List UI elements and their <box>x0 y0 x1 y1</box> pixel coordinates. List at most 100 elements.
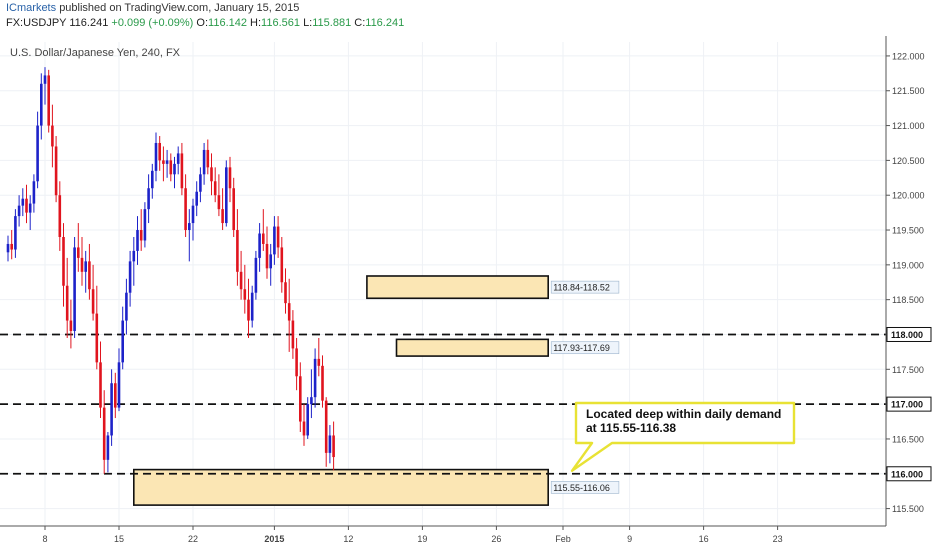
candlesticks <box>6 67 335 474</box>
candle-body <box>217 195 221 210</box>
last-price: 116.241 <box>69 17 109 29</box>
change-value: +0.099 (+0.09%) <box>111 17 194 29</box>
candle-body <box>58 195 62 237</box>
zone-label-box <box>550 280 620 294</box>
time-tick-label: 8 <box>42 534 47 544</box>
low-value: 115.881 <box>312 17 352 29</box>
price-tick-label: 121.000 <box>892 121 925 131</box>
candle-body <box>202 149 206 175</box>
candle-body <box>265 243 269 269</box>
candle-body <box>158 142 161 161</box>
chart-header: ICmarkets published on TradingView.com, … <box>0 0 932 34</box>
candle-body <box>110 383 113 436</box>
zone-box <box>395 338 549 357</box>
candle-body <box>287 303 291 321</box>
candle-body <box>280 247 284 283</box>
time-tick-label: Feb <box>555 534 571 544</box>
candle-body <box>51 125 54 147</box>
candle-body <box>77 247 80 258</box>
candle-body <box>199 174 202 192</box>
candle-body <box>69 320 73 332</box>
publisher-link[interactable]: ICmarkets <box>6 2 57 14</box>
candle-body <box>80 257 84 272</box>
zone-label: 115.55-116.06 <box>553 483 610 493</box>
candle-body <box>173 163 176 175</box>
candle-body <box>28 203 32 213</box>
symbol-label: FX:USDJPY <box>6 17 67 29</box>
candle-body <box>291 320 295 349</box>
level-price-tag-label: 117.000 <box>891 400 923 410</box>
level-price-tag-label: 118.000 <box>891 330 923 340</box>
candle-body <box>162 160 165 164</box>
published-text: published on TradingView.com, January 15… <box>59 2 300 14</box>
candle-body <box>54 146 58 196</box>
time-tick-label: 9 <box>627 534 632 544</box>
candle-body <box>117 362 121 408</box>
candle-body <box>47 75 50 126</box>
candle-body <box>273 226 276 255</box>
candle-body <box>250 292 254 321</box>
candle-body <box>328 435 332 453</box>
zone-box <box>366 275 549 300</box>
level-price-tag <box>886 396 932 412</box>
candle-body <box>206 149 210 168</box>
time-tick-label: 22 <box>188 534 198 544</box>
close-value: 116.241 <box>365 17 405 29</box>
open-label: O: <box>196 17 209 29</box>
candle-body <box>136 230 139 251</box>
candle-body <box>321 365 324 401</box>
candle-body <box>99 362 102 408</box>
candle-body <box>188 223 191 231</box>
axes: 122.000 121.500 121.000 120.500 120.000 119.5… <box>0 36 932 544</box>
zone-label-box <box>550 481 620 494</box>
horizontal-levels <box>0 333 886 475</box>
candle-body <box>6 243 10 253</box>
candle-body <box>91 289 95 314</box>
time-tick-label: 23 <box>773 534 783 544</box>
candle-body <box>132 250 136 262</box>
candle-body <box>213 181 217 196</box>
candle-body <box>295 348 298 377</box>
close-label: C: <box>354 17 366 29</box>
candle-body <box>36 125 39 182</box>
candle-body <box>210 167 213 182</box>
candle-body <box>121 320 124 363</box>
candle-body <box>106 435 110 460</box>
candle-body <box>32 181 36 204</box>
price-tick-label: 120.000 <box>892 191 925 201</box>
candle-body <box>332 435 335 458</box>
zone-label: 118.84-118.52 <box>553 283 610 293</box>
high-value: 116.561 <box>261 17 300 29</box>
candle-body <box>228 167 232 189</box>
zone-box <box>133 468 549 506</box>
price-tick-label: 115.500 <box>892 504 924 514</box>
callout-text-line: Located deep within daily demand <box>586 407 781 421</box>
price-tick-label: 119.500 <box>892 226 924 236</box>
publish-line: ICmarkets published on TradingView.com, … <box>6 2 299 14</box>
candle-body <box>125 292 128 321</box>
ohlc-line: FX:USDJPY 116.241 +0.099 (+0.09%) O:116.… <box>6 17 404 29</box>
chart-title: U.S. Dollar/Japanese Yen, 240, FX <box>10 47 181 59</box>
price-tick-label: 117.500 <box>892 365 924 375</box>
level-price-tag <box>886 326 932 342</box>
zone-label: 117.93-117.69 <box>553 343 610 353</box>
time-tick-label: 12 <box>343 534 353 544</box>
open-value: 116.142 <box>208 17 247 29</box>
candle-body <box>239 271 243 290</box>
high-label: H: <box>250 17 262 29</box>
candle-body <box>102 407 106 460</box>
time-tick-label: 19 <box>417 534 427 544</box>
candle-body <box>40 83 43 126</box>
candle-body <box>258 233 261 258</box>
candle-body <box>236 230 239 272</box>
candle-body <box>195 191 198 206</box>
candle-body <box>17 205 21 217</box>
candle-body <box>25 198 28 213</box>
time-tick-label: 2015 <box>264 534 284 544</box>
price-tick-label: 121.500 <box>892 86 925 96</box>
price-chart[interactable]: 118.84-118.52117.93-117.69115.55-116.06 … <box>0 36 932 550</box>
candle-body <box>306 404 309 436</box>
candle-body <box>317 358 321 366</box>
candle-body <box>254 257 258 293</box>
